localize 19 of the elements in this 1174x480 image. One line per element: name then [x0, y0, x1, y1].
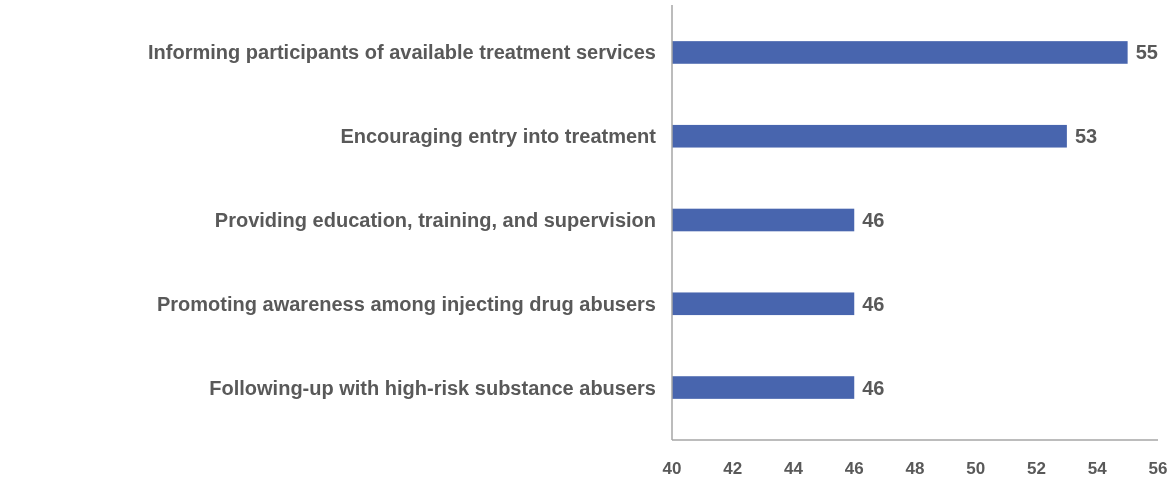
y-tick-label: Informing participants of available treatment services [148, 41, 656, 64]
x-tick-label: 46 [844, 458, 864, 478]
y-tick-label: Promoting awareness among injecting drug abusers [157, 292, 656, 315]
x-tick-label: 44 [784, 458, 804, 478]
x-tick-label: 54 [1087, 458, 1108, 478]
data-label: 55 [1135, 41, 1158, 64]
data-label: 53 [1074, 125, 1098, 148]
x-tick-label: 40 [662, 458, 682, 478]
y-tick-label: Encouraging entry into treatment [340, 125, 657, 148]
x-tick-label: 50 [966, 458, 986, 478]
x-tick-label: 42 [723, 458, 743, 478]
x-tick-label: 48 [905, 458, 925, 478]
x-tick-label: 52 [1027, 458, 1046, 478]
data-label: 46 [862, 209, 885, 231]
data-label: 46 [862, 376, 885, 399]
y-tick-label: Providing education, training, and supervision [214, 209, 656, 231]
data-label: 46 [862, 292, 885, 315]
y-tick-label: Following-up with high-risk substance abusers [209, 376, 656, 399]
x-tick-label: 56 [1148, 458, 1168, 478]
